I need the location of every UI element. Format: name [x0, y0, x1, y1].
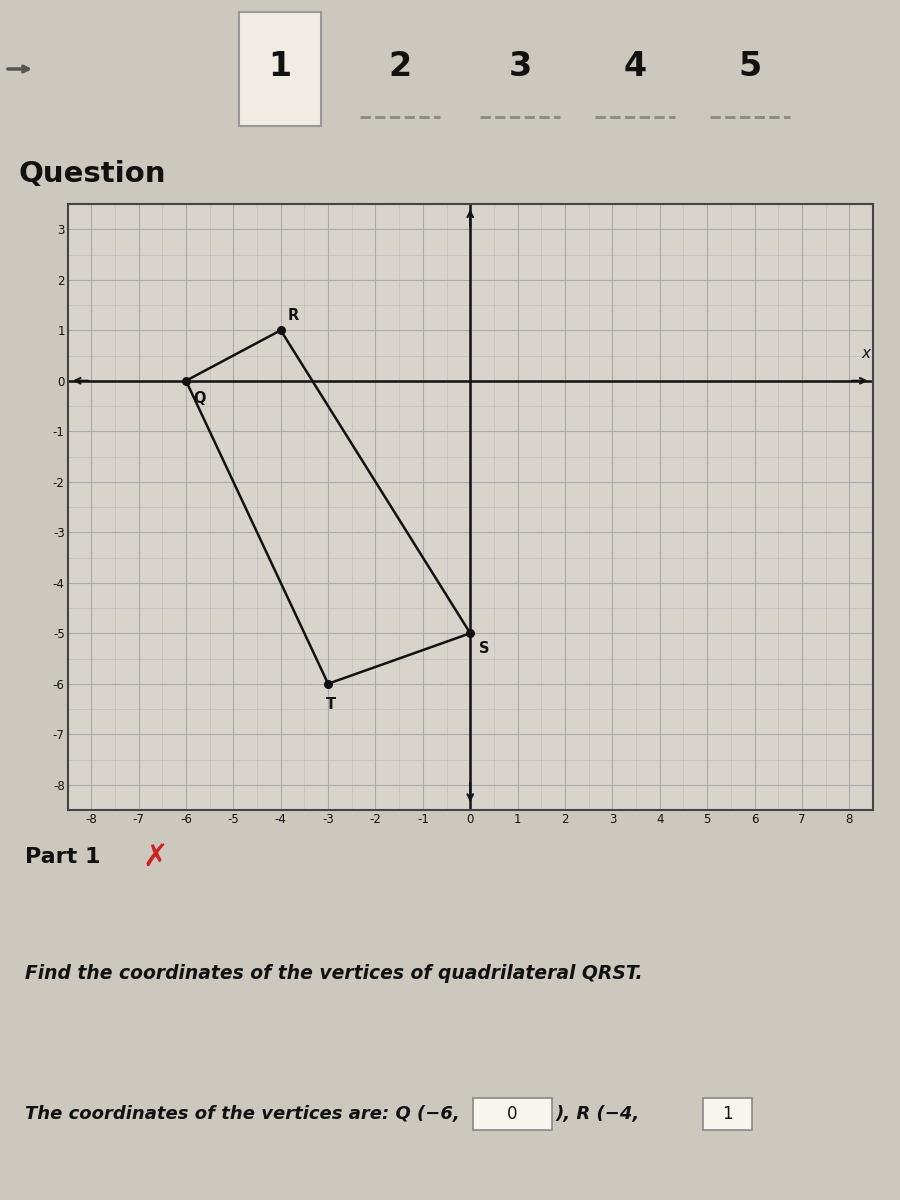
Text: 1: 1	[268, 49, 292, 83]
Text: 3: 3	[508, 49, 532, 83]
Text: 0: 0	[508, 1105, 518, 1123]
FancyBboxPatch shape	[473, 1098, 552, 1130]
FancyBboxPatch shape	[239, 12, 321, 126]
Text: 1: 1	[722, 1105, 733, 1123]
Text: 4: 4	[624, 49, 646, 83]
Text: S: S	[479, 642, 490, 656]
Text: The coordinates of the vertices are: Q (−6,: The coordinates of the vertices are: Q (…	[25, 1105, 466, 1123]
Text: 2: 2	[389, 49, 411, 83]
Text: 5: 5	[738, 49, 761, 83]
Text: ), R (−4,: ), R (−4,	[555, 1105, 645, 1123]
Text: Part 1: Part 1	[25, 847, 101, 866]
Text: Question: Question	[18, 161, 166, 188]
FancyBboxPatch shape	[703, 1098, 752, 1130]
Text: Q: Q	[194, 391, 205, 407]
Text: T: T	[326, 697, 336, 712]
Text: R: R	[288, 308, 299, 323]
Text: Find the coordinates of the vertices of quadrilateral QRST.: Find the coordinates of the vertices of …	[25, 965, 643, 983]
Text: x: x	[861, 346, 870, 361]
Text: ✗: ✗	[142, 842, 167, 871]
